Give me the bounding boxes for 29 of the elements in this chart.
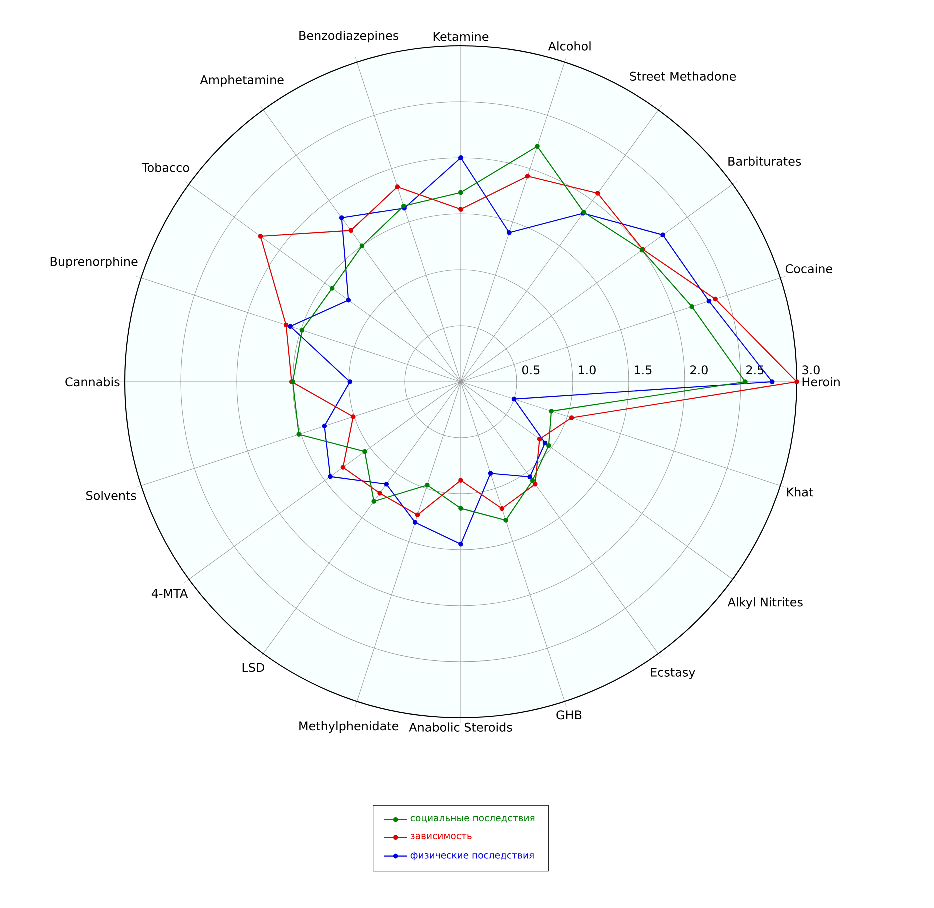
spoke-label: Alkyl Nitrites [728, 598, 803, 610]
spoke-label: Alcohol [548, 42, 591, 51]
y-tick-label: 2.5 [746, 366, 764, 375]
spoke-label: Barbiturates [728, 156, 802, 166]
spoke-label: Solvents [86, 490, 136, 500]
spoke-label: Street Methadone [630, 72, 736, 81]
legend-label: зависимость [410, 834, 472, 840]
spoke-label: Buprenorphine [50, 256, 138, 269]
spoke-label: Cocaine [786, 264, 832, 274]
y-tick-label: 0.5 [522, 366, 540, 375]
spoke-label: 4-MTA [152, 589, 188, 598]
y-tick-label: 2.0 [690, 366, 708, 375]
legend-label: социальные последствия [410, 816, 535, 823]
spoke-label: GHB [556, 710, 582, 720]
spoke-label: Cannabis [66, 377, 120, 387]
spoke-label: Tobacco [142, 163, 190, 172]
spoke-label: Heroin [802, 377, 840, 387]
spoke-label: Anabolic Steroids [409, 722, 512, 732]
y-tick-label: 1.0 [579, 366, 596, 375]
legend-label: физические последствия [410, 852, 534, 861]
spoke-label: Methylphenidate [300, 721, 399, 733]
spoke-label: Ecstasy [651, 668, 696, 680]
y-tick-label: 1.5 [635, 366, 652, 375]
y-tick-label: 3.0 [802, 366, 820, 375]
spoke-label: Benzodiazepines [300, 31, 399, 43]
spoke-label: Ketamine [434, 32, 489, 42]
spoke-label: Amphetamine [200, 75, 284, 87]
spoke-label: Khat [787, 488, 814, 497]
spoke-label: LSD [242, 663, 264, 672]
